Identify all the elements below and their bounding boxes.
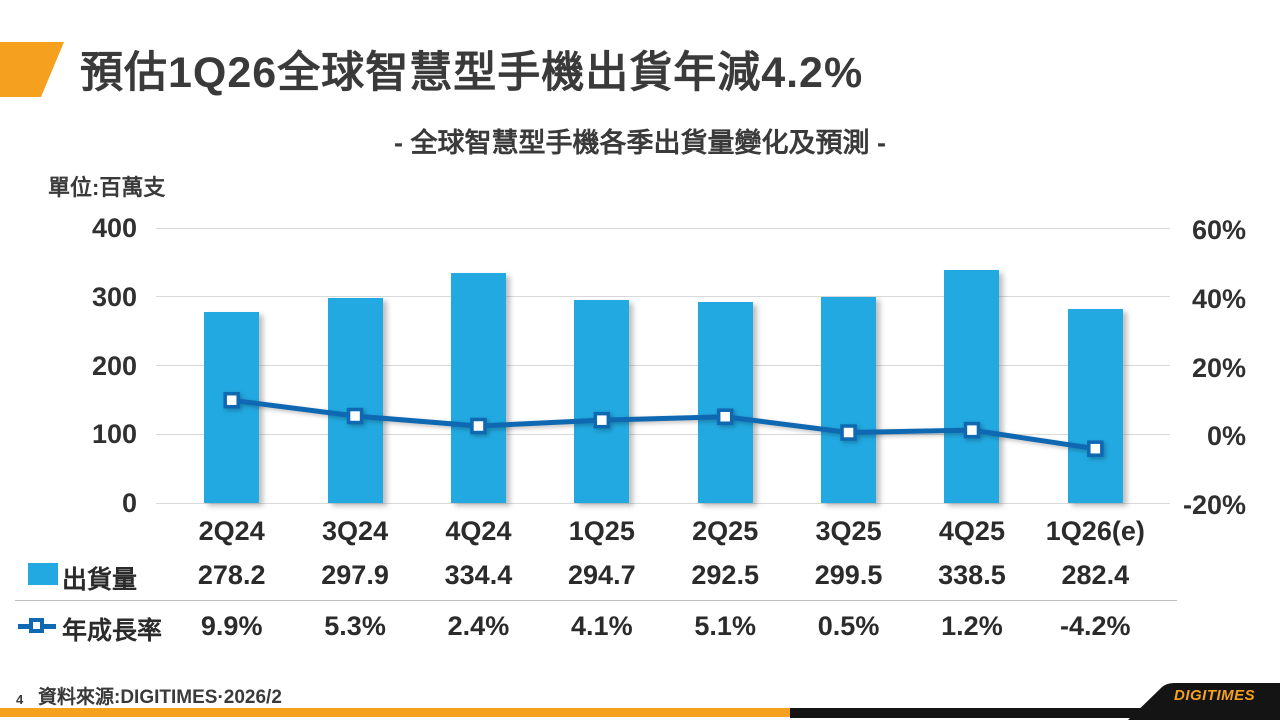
x-axis-label-1Q26(e): 1Q26(e) — [1045, 516, 1145, 546]
growth-value-2Q25: 5.1% — [694, 611, 756, 641]
x-axis-label-2Q24: 2Q24 — [198, 516, 265, 546]
shipment-value-2Q24: 278.2 — [197, 560, 266, 590]
x-axis-label-4Q25: 4Q25 — [938, 516, 1005, 546]
shipment-value-3Q24: 297.9 — [321, 560, 389, 590]
unit-label: 單位:百萬支 — [48, 175, 166, 200]
shipment-value-3Q25: 299.5 — [814, 560, 883, 590]
digitimes-logo-shape — [1128, 683, 1280, 720]
bar-3Q25 — [821, 297, 877, 503]
bar-1Q26(e) — [1067, 308, 1123, 503]
y2-axis-tick-label: 0% — [1206, 421, 1246, 452]
bar-3Q24 — [327, 298, 383, 503]
x-axis-label-4Q24: 4Q24 — [445, 516, 512, 546]
y2-axis-tick-label: 60% — [1191, 215, 1246, 245]
chart-subtitle: - 全球智慧型手機各季出貨量變化及預測 - — [394, 128, 886, 158]
growth-value-2Q24: 9.9% — [200, 611, 263, 641]
y-axis-tick-label: 400 — [91, 213, 137, 243]
legend-label-growth: 年成長率 — [62, 617, 163, 645]
x-axis-label-2Q25: 2Q25 — [692, 516, 759, 546]
x-axis-label-1Q25: 1Q25 — [568, 516, 635, 546]
growth-line — [231, 397, 1096, 452]
line-marker-3Q25 — [840, 424, 857, 441]
line-marker-4Q24 — [470, 417, 487, 435]
growth-value-1Q25: 4.1% — [571, 611, 633, 641]
line-marker-4Q25 — [963, 421, 981, 439]
shipment-value-1Q26(e): 282.4 — [1061, 560, 1130, 590]
line-marker-1Q25 — [593, 411, 611, 429]
bar-1Q25 — [574, 300, 630, 503]
bar-4Q24 — [450, 273, 506, 503]
shipment-value-2Q25: 292.5 — [691, 560, 759, 590]
shipment-value-4Q25: 338.5 — [938, 560, 1006, 590]
table-row-separator — [15, 600, 1177, 601]
x-axis-label-3Q25: 3Q25 — [815, 516, 882, 546]
gridline — [156, 296, 1170, 298]
gridline — [156, 433, 1170, 435]
growth-value-3Q25: 0.5% — [817, 611, 880, 641]
bar-2Q25 — [697, 301, 753, 503]
source-text: 資料來源:DIGITIMES·2026/2 — [38, 687, 282, 708]
bottom-orange-strip — [0, 708, 790, 717]
line-marker-2Q25 — [716, 408, 734, 425]
growth-line-series — [223, 391, 1104, 457]
y-axis-tick-label: 0 — [121, 488, 137, 518]
shipment-value-4Q24: 334.4 — [444, 560, 513, 590]
y2-axis-tick-label: -20% — [1182, 490, 1246, 520]
line-marker-2Q24 — [223, 391, 240, 409]
gridline — [156, 227, 1170, 229]
legend-label-shipments: 出貨量 — [62, 566, 138, 594]
gridline — [156, 365, 1170, 366]
growth-value-4Q25: 1.2% — [941, 611, 1003, 641]
page-title: 預估1Q26全球智慧型手機出貨年減4.2% — [80, 49, 864, 97]
bar-4Q25 — [944, 270, 1000, 503]
y2-axis-tick-label: 40% — [1191, 283, 1246, 314]
shipment-value-1Q25: 294.7 — [568, 560, 636, 590]
legend-marker-glyph — [29, 618, 44, 633]
y-axis-tick-label: 300 — [91, 281, 137, 312]
bottom-black-strip — [790, 708, 1280, 718]
y-axis-tick-label: 100 — [91, 419, 137, 450]
legend-swatch-shipments — [28, 563, 58, 585]
y-axis-tick-label: 200 — [91, 350, 137, 381]
page-number: 4 — [16, 692, 24, 707]
growth-value-3Q24: 5.3% — [324, 611, 386, 641]
growth-value-1Q26(e): -4.2% — [1060, 611, 1131, 641]
y2-axis-tick-label: 20% — [1191, 352, 1246, 383]
line-marker-1Q26(e) — [1087, 440, 1104, 457]
line-marker-3Q24 — [346, 407, 364, 425]
digitimes-logo: DIGITIMES — [1174, 687, 1256, 704]
growth-value-4Q24: 2.4% — [447, 611, 510, 641]
legend-swatch-growth — [18, 617, 56, 635]
gridline — [156, 502, 1170, 504]
x-axis-label-3Q24: 3Q24 — [322, 516, 389, 546]
